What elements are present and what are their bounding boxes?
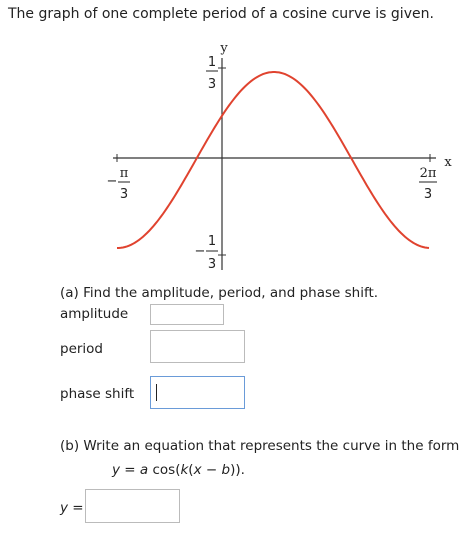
fraction-denominator: 3: [424, 187, 432, 202]
fraction-numerator: 2π: [420, 166, 437, 181]
fraction-denominator: 3: [120, 187, 128, 202]
fraction-denominator: 3: [208, 257, 216, 272]
equation-part: x: [193, 462, 202, 478]
sign: −: [107, 174, 118, 189]
label: amplitude: [60, 306, 129, 322]
sign: −: [195, 244, 206, 259]
label: y =: [60, 500, 84, 516]
label: y =: [60, 500, 84, 516]
x-axis-label: x: [444, 155, 452, 170]
question: The graph of one complete period of a co…: [8, 6, 434, 22]
graph: y x 1 3 − 1 3 − π 3 2π 3: [107, 41, 453, 272]
equation-part: a: [139, 462, 149, 478]
cursor: [156, 384, 157, 401]
equation-part: b: [221, 462, 231, 478]
equation-part: y: [112, 462, 120, 478]
fraction-denominator: 3: [208, 77, 216, 92]
equation-form: y = a cos(k(x − b)).: [112, 462, 245, 478]
fraction-numerator: 1: [208, 55, 216, 70]
equation-input[interactable]: [85, 489, 180, 523]
period-input[interactable]: [150, 330, 245, 363]
part-a-prompt: (a) Find the amplitude, period, and phas…: [60, 285, 379, 301]
fraction-numerator: 1: [208, 234, 216, 249]
fraction-numerator: π: [120, 166, 129, 181]
equation-part: −: [201, 462, 222, 478]
equation-part: (: [188, 462, 194, 478]
part-b-prompt: (b) Write an equation that represents th…: [60, 438, 460, 454]
equation-part: cos(: [148, 462, 181, 478]
equation-part: )).: [230, 462, 245, 478]
label: period: [60, 341, 104, 357]
y-axis-label: y: [219, 41, 228, 56]
label: phase shift: [60, 386, 135, 402]
equation-part: =: [120, 462, 140, 478]
equation-part: k: [180, 462, 189, 478]
phase-shift-input[interactable]: [150, 376, 245, 409]
amplitude-input[interactable]: [150, 304, 224, 325]
cosine-curve: [117, 71, 430, 249]
